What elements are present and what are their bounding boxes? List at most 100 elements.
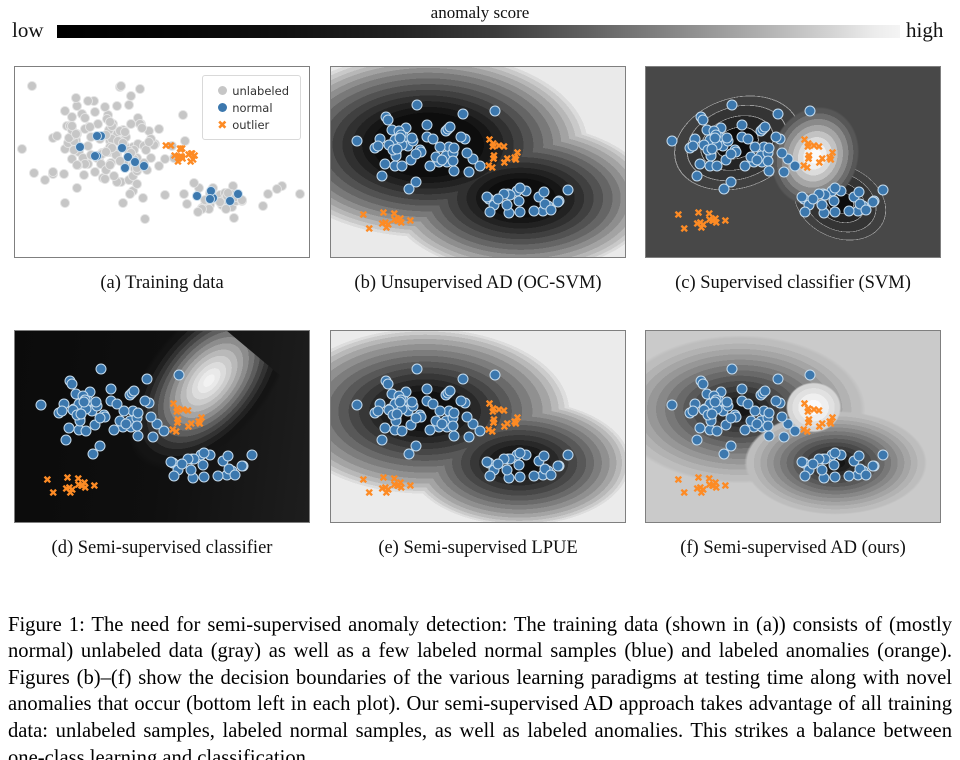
normal-data-point (666, 399, 678, 411)
outlier-data-point: ✖ (196, 411, 207, 425)
normal-data-point (694, 158, 706, 170)
unlabeled-data-point (105, 117, 116, 128)
normal-data-point (165, 456, 177, 468)
outlier-data-point: ✖ (396, 481, 406, 495)
outlier-data-point: ✖ (487, 425, 497, 439)
normal-data-point (545, 469, 557, 481)
outlier-data-point: ✖ (673, 208, 683, 222)
normal-data-point (860, 469, 872, 481)
outlier-data-point: ✖ (183, 404, 193, 418)
normal-data-point (726, 363, 738, 375)
outlier-data-point: ✖ (489, 149, 499, 163)
unlabeled-data-point (189, 178, 200, 189)
unlabeled-data-point (105, 159, 116, 170)
normal-data-point (132, 407, 144, 419)
normal-data-point (816, 464, 828, 476)
outlier-data-point: ✖ (704, 207, 714, 221)
normal-data-point (474, 160, 486, 172)
normal-data-point (461, 147, 473, 159)
normal-data-point (90, 150, 101, 161)
outlier-data-point: ✖ (186, 147, 196, 161)
normal-data-point (118, 405, 130, 417)
outlier-data-point: ✖ (389, 478, 400, 492)
normal-data-point (725, 440, 737, 452)
normal-data-point (739, 160, 751, 172)
normal-data-point (770, 395, 782, 407)
normal-data-point (816, 199, 828, 211)
unlabeled-data-point (83, 96, 94, 107)
normal-data-point (804, 369, 816, 381)
normal-data-point (763, 165, 775, 177)
normal-data-point (492, 193, 504, 205)
normal-data-point (379, 422, 391, 434)
unlabeled-data-point (40, 174, 51, 185)
outlier-data-point: ✖ (488, 137, 498, 151)
outlier-data-point: ✖ (79, 476, 90, 490)
outlier-data-point: ✖ (187, 147, 197, 161)
outlier-data-point: ✖ (510, 415, 520, 429)
normal-data-point (694, 422, 706, 434)
outlier-data-point: ✖ (393, 479, 404, 493)
normal-data-point (484, 470, 496, 482)
unlabeled-data-point (125, 119, 136, 130)
normal-data-point (403, 448, 415, 460)
normal-data-point (697, 378, 709, 390)
normal-data-point (139, 395, 151, 407)
normal-data-point (552, 196, 564, 208)
outlier-data-point: ✖ (183, 148, 194, 162)
outlier-data-point: ✖ (803, 405, 813, 419)
outlier-data-point: ✖ (814, 140, 824, 154)
outlier-data-point: ✖ (393, 214, 404, 228)
outlier-data-point: ✖ (803, 152, 814, 166)
normal-data-point (725, 148, 737, 160)
normal-data-point (351, 399, 363, 411)
outlier-data-point: ✖ (802, 161, 812, 175)
unlabeled-data-point (138, 192, 149, 203)
normal-data-point (860, 204, 872, 216)
outlier-marker-icon: ✖ (217, 117, 228, 132)
outlier-data-point: ✖ (381, 486, 391, 500)
legend-label-unlabeled: unlabeled (232, 83, 289, 98)
normal-data-point (709, 132, 721, 144)
normal-data-point (736, 119, 748, 131)
outlier-data-point: ✖ (494, 139, 504, 153)
normal-data-point (799, 470, 811, 482)
normal-data-point (867, 196, 879, 208)
normal-data-point (463, 166, 474, 178)
normal-data-point (176, 458, 188, 470)
normal-data-point (782, 153, 794, 165)
outlier-data-point: ✖ (61, 482, 71, 496)
unlabeled-data-point (257, 201, 268, 212)
normal-data-point (406, 396, 418, 408)
normal-data-point (406, 132, 418, 144)
normal-data-point (552, 460, 564, 472)
normal-data-point (843, 470, 855, 482)
normal-data-point (706, 143, 718, 155)
normal-data-point (474, 425, 486, 437)
outlier-data-point: ✖ (814, 156, 824, 170)
normal-data-point (436, 154, 448, 166)
unlabeled-data-point (126, 91, 137, 102)
normal-data-point (95, 363, 107, 375)
outlier-data-point: ✖ (698, 483, 708, 497)
outlier-data-point: ✖ (168, 397, 179, 411)
normal-data-point (762, 420, 774, 432)
normal-data-point (721, 132, 733, 144)
outlier-data-point: ✖ (512, 411, 523, 425)
normal-data-point (131, 420, 143, 432)
outlier-data-point: ✖ (696, 221, 706, 235)
outlier-data-point: ✖ (827, 146, 838, 160)
outlier-data-point: ✖ (73, 478, 84, 492)
normal-data-point (232, 189, 243, 200)
normal-data-point (843, 205, 855, 217)
normal-data-point (223, 463, 235, 475)
unlabeled-data-point (140, 214, 151, 225)
subplot-a-caption: (a) Training data (100, 273, 224, 293)
normal-data-point (379, 158, 391, 170)
unlabeled-data-point (154, 124, 165, 135)
normal-data-point (721, 396, 733, 408)
normal-data-point (796, 456, 808, 468)
normal-data-point (246, 449, 258, 461)
unlabeled-data-point (159, 189, 170, 200)
outlier-data-point: ✖ (803, 416, 813, 430)
